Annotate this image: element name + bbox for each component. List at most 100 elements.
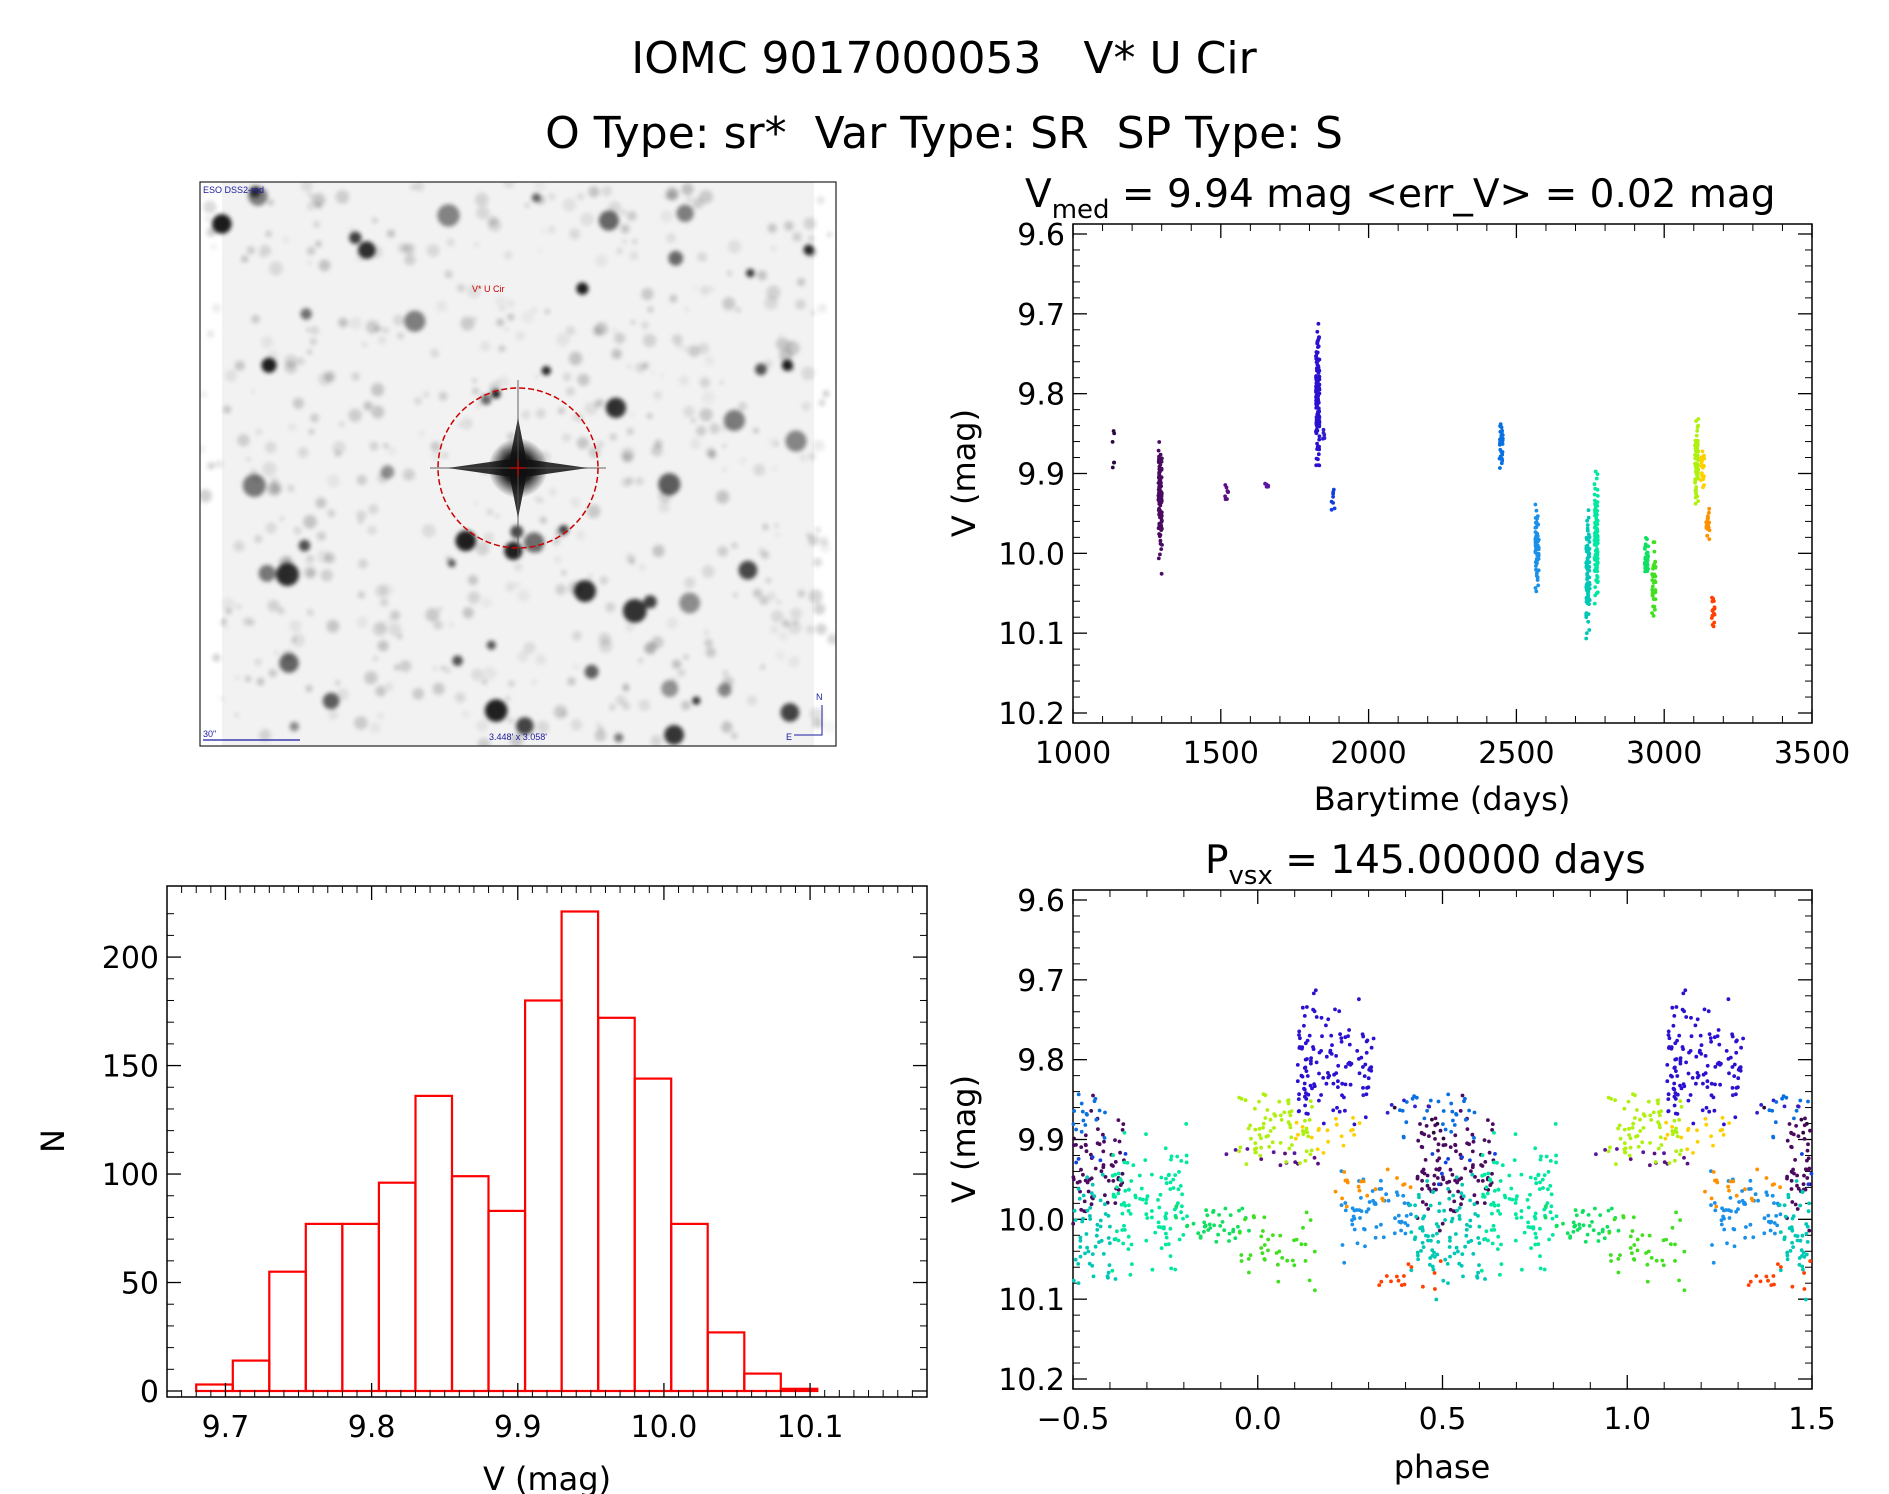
phase-curve-point [1305,1038,1310,1043]
phase-curve-point [1666,1097,1671,1101]
phase-curve-point [1433,1137,1437,1141]
phase-curve-point [1658,1125,1662,1130]
phase-curve-point [1493,1152,1497,1156]
light-curve-point [1156,556,1161,561]
phase-curve-point [1488,1177,1492,1182]
phase-curve-point [1423,1158,1428,1162]
phase-curve-point [1713,1208,1718,1213]
phase-curve-point [1091,1093,1095,1098]
phase-curve-point [1314,1060,1319,1065]
phase-curve-point [1544,1154,1549,1159]
phase-curve-point [1413,1203,1417,1208]
phase-curve-point [1575,1228,1580,1232]
phase-curve-point [1545,1201,1550,1205]
histogram-bar [450,1175,490,1393]
phase-curve-point [1363,1115,1368,1120]
phase-curve-point [1207,1222,1212,1227]
phase-curve-point [1262,1215,1267,1220]
phase-curve-point [1471,1139,1476,1144]
phase-curve-point [1722,1227,1727,1232]
phase-curve-point [1686,1098,1691,1103]
phase-curve-point [1666,1092,1671,1097]
histogram-bar [268,1270,307,1393]
phase-curve-point [1674,1149,1679,1154]
phase-curve-point [1253,1127,1258,1132]
phase-curve-point [1361,1179,1366,1184]
light-curve-point [1694,462,1699,466]
histogram-bar [597,1016,636,1393]
phase-curve-point [1084,1149,1089,1154]
phase-curve-point [1266,1237,1271,1242]
phase-curve-point [1669,1073,1673,1078]
phase-curve-point [1116,1118,1121,1122]
phase-curve-point [1549,1204,1554,1209]
phase-curve-point [1440,1171,1444,1176]
phase-curve-point [1150,1267,1155,1272]
phase-curve-point [1437,1201,1442,1206]
phase-curve-point [1477,1224,1482,1229]
phase-curve-point [1628,1145,1633,1150]
phase-curve-point [1297,1046,1302,1050]
phase-curve-point [1598,1213,1603,1217]
phase-curve-point [1468,1158,1472,1163]
phase-curve-point [1072,1136,1076,1141]
phase-curve-point [1609,1259,1613,1263]
phase-curve-point [1703,1116,1708,1121]
phase-curve-point [1484,1185,1489,1190]
phase-curve-point [1748,1178,1753,1183]
phase-curve-point [1710,1243,1714,1247]
north-label: N [816,692,823,702]
phase-curve-point [1288,1125,1293,1130]
phase-curve-point [1471,1163,1475,1167]
phase-curve-point [1113,1201,1118,1205]
phase-curve-point [1460,1155,1464,1159]
phase-curve-point [1181,1216,1185,1221]
phase-curve-point [1303,1118,1307,1123]
light-curve-point [1159,547,1164,551]
phase-curve-point [1176,1187,1181,1192]
phase-curve-point [1661,1263,1666,1268]
phase-curve-point [1747,1187,1751,1191]
phase-curve-point [1712,1201,1717,1205]
phase-curve-point [1740,1189,1744,1193]
phase-curve-point [1396,1278,1401,1283]
phase-curve-point [1421,1284,1425,1289]
light-curve-point [1702,453,1706,458]
phase-curve-point [1732,1074,1737,1078]
phase-curve-point [1295,1063,1300,1067]
light-curve-point [1223,483,1228,487]
phase-curve-point [1681,991,1686,996]
phase-curve-point [1233,1148,1238,1152]
phase-curve-point [1554,1153,1558,1158]
phase-curve-point [1317,1071,1321,1076]
phase-curve-point [1126,1247,1131,1251]
light-curve-point [1584,584,1589,589]
light-curve-point [1586,592,1590,596]
phase-curve-point [1450,1109,1455,1114]
phase-curve-point [1498,1179,1503,1183]
light-curve-point [1315,394,1320,399]
light-curve-point [1694,472,1699,477]
phase-curve-point [1089,1191,1094,1195]
phase-curve-point [1202,1224,1207,1229]
phase-curve-point [1346,1062,1351,1066]
phase-curve-point [1665,1079,1670,1084]
phase-curve-point [1278,1163,1283,1168]
phase-curve-point [1184,1153,1189,1158]
phase-curve-point [1432,1250,1436,1255]
phase-curve-point [1707,1032,1712,1036]
phase-curve-point [1719,1222,1724,1227]
phase-curve-point [1801,1182,1806,1186]
phase-curve-point [1528,1225,1533,1230]
phase-curve-point [1172,1207,1177,1212]
phase-curve-point [1791,1245,1795,1249]
phase-curve-point [1797,1262,1802,1267]
light-curve-point [1316,452,1321,457]
phase-curve-point [1616,1270,1621,1275]
phase-curve-point [1802,1123,1807,1128]
phase-curve-point [1748,1279,1753,1284]
phase-curve-point [1308,1218,1313,1222]
phase-curve-point [1357,997,1361,1002]
phase-curve-point [1691,1151,1695,1155]
